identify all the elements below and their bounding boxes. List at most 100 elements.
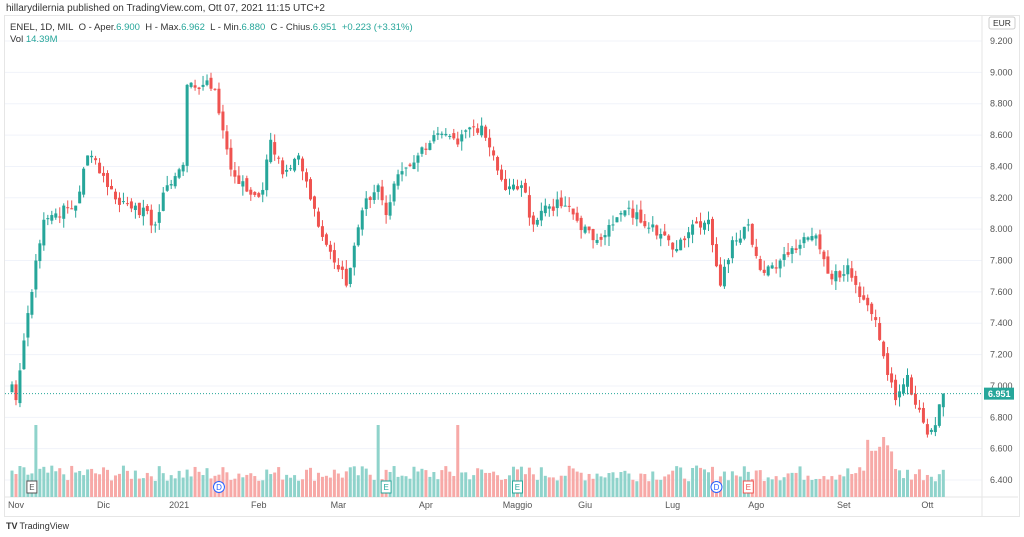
candle-body (508, 186, 511, 190)
volume-bar (193, 466, 197, 497)
candle-body (770, 265, 774, 269)
volume-bar (675, 466, 679, 497)
candle-body (281, 160, 285, 175)
event-marker-earnings[interactable]: E (511, 480, 523, 494)
candle-body (806, 237, 810, 240)
volume-bar (921, 480, 925, 497)
open-label: O - Aper. (78, 22, 117, 33)
candle-body (352, 245, 356, 268)
volume-bar (189, 476, 193, 497)
volume-bar (838, 474, 842, 497)
candle-body (233, 170, 237, 177)
candle-body (209, 77, 213, 89)
candle-body (229, 147, 233, 170)
tradingview-logo[interactable]: TV TradingView (6, 521, 69, 531)
volume-bar (293, 475, 297, 497)
volume-bar (141, 478, 145, 497)
event-marker-earnings-past[interactable]: E (26, 480, 38, 494)
event-marker-earnings[interactable]: E (380, 480, 392, 494)
volume-bar (456, 425, 460, 497)
candle-body (261, 189, 265, 195)
volume-bar (66, 480, 70, 497)
volume-bar (125, 470, 129, 497)
candle-body (834, 271, 838, 282)
volume-bar (14, 474, 18, 497)
volume-bar (937, 474, 941, 497)
candle-body (726, 259, 730, 265)
low-value: 6.880 (241, 22, 266, 33)
volume-bar (595, 473, 599, 497)
volume-bar (710, 466, 714, 497)
volume-bar (90, 468, 94, 497)
symbol[interactable]: ENEL, 1D, MIL (10, 22, 74, 33)
candle-body (917, 407, 921, 410)
y-tick-label: 6.600 (990, 444, 1013, 454)
candle-body (372, 192, 376, 200)
volume-bar (707, 472, 710, 497)
volume-bar (695, 465, 699, 497)
volume-bar (145, 472, 149, 497)
volume-bar (22, 467, 26, 497)
candle-body (173, 176, 177, 187)
volume-bar (289, 477, 293, 497)
candle-body (619, 213, 623, 215)
candle-body (420, 147, 424, 154)
volume-bar (444, 466, 448, 497)
high-value: 6.962 (181, 22, 205, 33)
volume-bar (667, 474, 671, 497)
candle-body (117, 197, 121, 205)
candle-body (909, 377, 913, 395)
volume-bar (778, 480, 782, 497)
volume-bar (285, 474, 289, 497)
event-marker-earnings-red[interactable]: E (742, 480, 754, 494)
volume-bar (106, 469, 110, 497)
candle-body (527, 195, 531, 218)
event-label: E (29, 483, 34, 492)
candle-body (78, 191, 82, 204)
candle-body (161, 192, 165, 211)
volume-bar (651, 471, 655, 497)
volume-bar (655, 479, 659, 497)
event-marker-dividend[interactable]: D (212, 481, 225, 493)
x-tick-label: Ago (748, 500, 764, 510)
candle-body (153, 224, 157, 226)
candle-body (297, 155, 301, 160)
volume-bar (165, 480, 169, 497)
candle-body (710, 218, 714, 246)
candle-body (547, 206, 551, 209)
volume-bar (659, 479, 663, 497)
volume-bar (858, 467, 862, 497)
candle-body (535, 219, 539, 225)
candle-body (571, 208, 575, 215)
candle-body (141, 207, 145, 217)
candle-body (309, 179, 312, 200)
candle-body (929, 429, 933, 432)
volume-bar (766, 477, 770, 497)
candle-body (257, 193, 261, 197)
candle-body (129, 201, 133, 209)
volume-bar (201, 475, 205, 497)
candle-body (882, 341, 886, 357)
event-marker-dividend[interactable]: D (710, 481, 723, 493)
volume-bar (396, 476, 400, 497)
close-label: C - Chius. (270, 22, 313, 33)
candle-body (778, 260, 782, 269)
candle-body (531, 215, 535, 225)
volume-bar (305, 469, 309, 497)
candle-body (22, 340, 26, 370)
volume-bar (814, 478, 818, 497)
candle-body (424, 148, 428, 150)
candle-body (189, 82, 193, 87)
x-tick-label: Dic (97, 500, 110, 510)
candle-body (392, 183, 396, 202)
volume-bar (94, 473, 98, 497)
candle-body (241, 181, 245, 187)
candle-body (225, 131, 229, 150)
candle-body (269, 139, 273, 163)
last-price-badge (984, 387, 1014, 400)
candle-body (289, 168, 293, 170)
candle-body (66, 207, 70, 209)
candle-body (484, 126, 488, 138)
volume-bar (221, 467, 225, 497)
